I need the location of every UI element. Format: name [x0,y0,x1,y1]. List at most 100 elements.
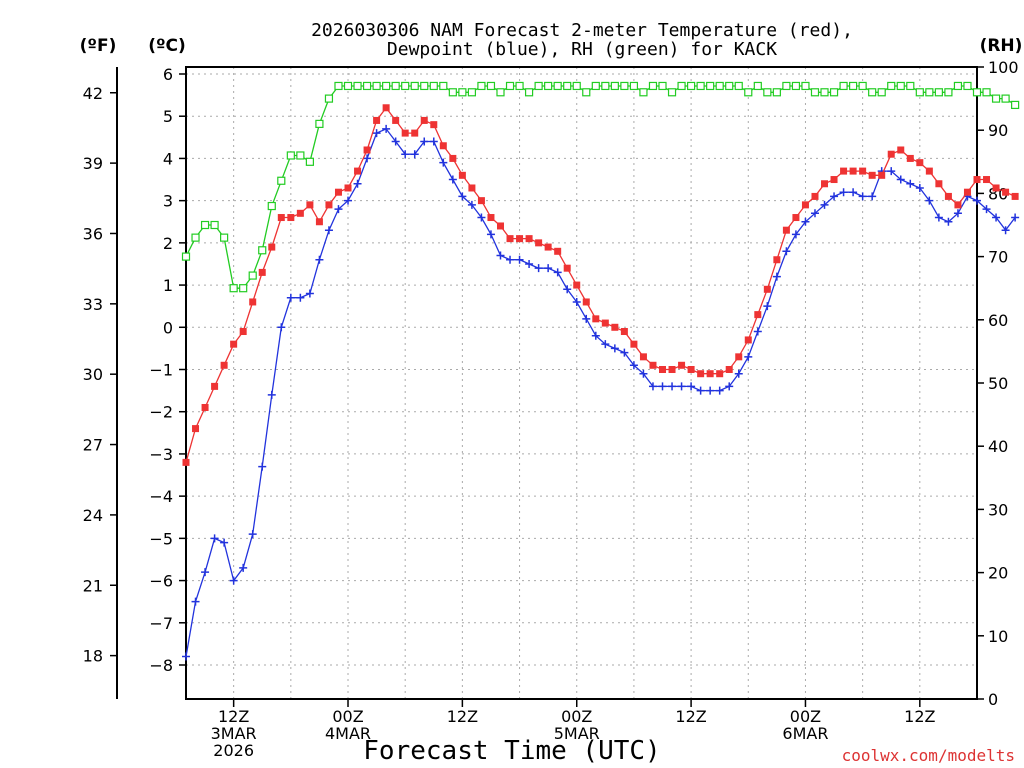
rh-point [353,81,362,91]
temperature-point [573,281,581,289]
dewpoint-point [239,563,248,572]
celsius-tick-label: −1 [149,361,173,380]
celsius-tick-label: 6 [163,65,173,84]
x-tick-label: 3MAR [211,724,257,743]
dewpoint-point [248,530,257,539]
temperature-point [373,116,381,124]
dewpoint-point [934,213,943,222]
rh-point [439,81,448,91]
temperature-point [239,328,247,336]
temperature-point [697,370,705,378]
temperature-point [811,192,819,200]
fahrenheit-tick-label: 18 [83,647,103,666]
dewpoint-point [734,369,743,378]
temperature-point [477,197,485,205]
rh-point [820,88,829,97]
dewpoint-point [315,255,324,264]
dewpoint-point [982,205,991,214]
temperature-point [887,150,895,158]
dewpoint-point [715,386,724,395]
temperature-point [868,171,876,179]
rh-point [410,81,419,91]
temperature-point [306,201,314,209]
rh-point [572,81,581,91]
rh-point [829,88,839,97]
rh-point [667,88,677,97]
temperature-point [916,159,924,167]
rh-point [286,151,295,160]
rh-point [706,81,715,91]
dewpoint-point [1001,226,1010,235]
dewpoint-point [258,462,267,471]
temperature-point [249,298,257,306]
temperature-point [230,340,238,348]
temperature-point [582,298,590,306]
dewpoint-point [429,137,438,146]
temperature-line [185,106,1016,463]
celsius-tick-label: 1 [163,276,173,295]
temperature-point [211,382,219,390]
celsius-tick-label: −2 [149,403,173,422]
x-tick-label: 4MAR [325,724,371,743]
dewpoint-point [629,361,638,370]
rh-point [849,81,858,91]
x-tick-label: 5MAR [554,724,600,743]
rh-point [934,88,943,97]
dewpoint-point [1011,213,1020,222]
rh-point [963,81,972,91]
series-temperature [182,104,1019,466]
rh-point [372,81,381,91]
dewpoint-point [591,331,600,340]
temperature-point [687,366,695,373]
temperature-point [544,243,552,251]
rh-point [515,81,524,91]
dewpoint-point [191,597,200,606]
rh-point [1011,100,1020,110]
credit-label: coolwx.com/modelts [842,746,1015,765]
celsius-tick-label: −3 [149,445,173,464]
temperature-point [506,235,514,243]
dewpoint-point [182,652,190,661]
x-tick-label: 00Z [790,707,821,726]
dewpoint-point [515,255,524,264]
rh-point [553,81,562,91]
x-tick-label: 12Z [447,707,478,726]
dewpoint-point [486,230,495,239]
fahrenheit-tick-label: 33 [83,295,103,314]
temperature-point [315,218,323,226]
temperature-point [296,209,304,217]
dewpoint-point [696,386,705,395]
dewpoint-point [382,124,391,133]
temperature-point [963,188,971,196]
rh-point [239,284,248,293]
plot-frame [185,66,978,700]
temperature-point [620,328,628,336]
dewpoint-point [363,154,372,163]
dewpoint-point [229,576,238,585]
dewpoint-point [849,188,858,197]
celsius-tick-label: 4 [163,149,173,168]
celsius-tick-label: 2 [163,234,173,253]
dewpoint-point [677,382,686,391]
chart-title: 2026030306 NAM Forecast 2-meter Temperat… [311,20,853,60]
temperature-point [220,361,228,369]
temperature-point [277,214,285,222]
dewpoint-point [201,568,210,577]
dewpoint-point [334,205,343,214]
dewpoint-point [420,137,429,146]
rh-point [906,81,915,91]
dewpoint-point [439,158,448,167]
temperature-point [906,154,914,162]
rh-point [810,88,820,97]
rh-point [791,81,801,91]
rh-point [477,81,486,91]
temperature-point [535,239,543,247]
dewpoint-point [467,200,476,209]
rh-tick-label: 20 [988,564,1008,583]
temperature-point [649,361,657,369]
rh-point [715,81,724,91]
dewpoint-point [953,209,962,218]
temperature-point [182,458,190,466]
dewpoint-line [185,128,1016,657]
